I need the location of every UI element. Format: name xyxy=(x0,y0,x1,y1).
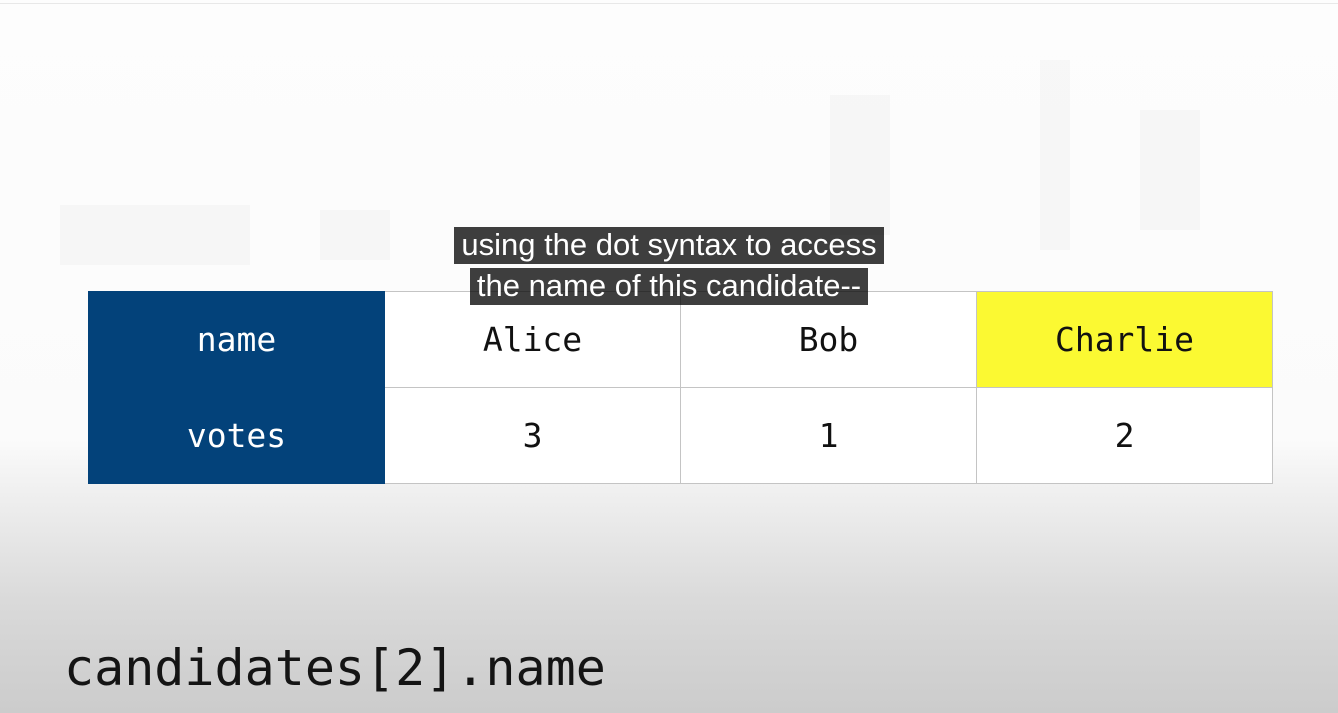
row-header-name: name xyxy=(88,291,385,388)
background-ghost xyxy=(1040,60,1070,250)
background-ghost xyxy=(1140,110,1200,230)
cell-name-2-highlighted: Charlie xyxy=(976,291,1273,388)
candidates-table: name Alice Bob Charlie votes 3 1 2 xyxy=(88,291,1273,484)
code-expression: candidates[2].name xyxy=(64,639,606,697)
caption-line-1: using the dot syntax to access xyxy=(454,227,884,264)
caption-overlay: using the dot syntax to access the name … xyxy=(0,224,1338,306)
cell-votes-0: 3 xyxy=(384,387,681,484)
table-row-votes: votes 3 1 2 xyxy=(88,387,1273,484)
row-header-votes: votes xyxy=(88,387,385,484)
frame-top-border xyxy=(0,3,1338,4)
background-ghost xyxy=(830,95,890,235)
caption-line-2: the name of this candidate-- xyxy=(469,268,869,305)
cell-votes-2: 2 xyxy=(976,387,1273,484)
table-row-name: name Alice Bob Charlie xyxy=(88,291,1273,388)
cell-votes-1: 1 xyxy=(680,387,977,484)
